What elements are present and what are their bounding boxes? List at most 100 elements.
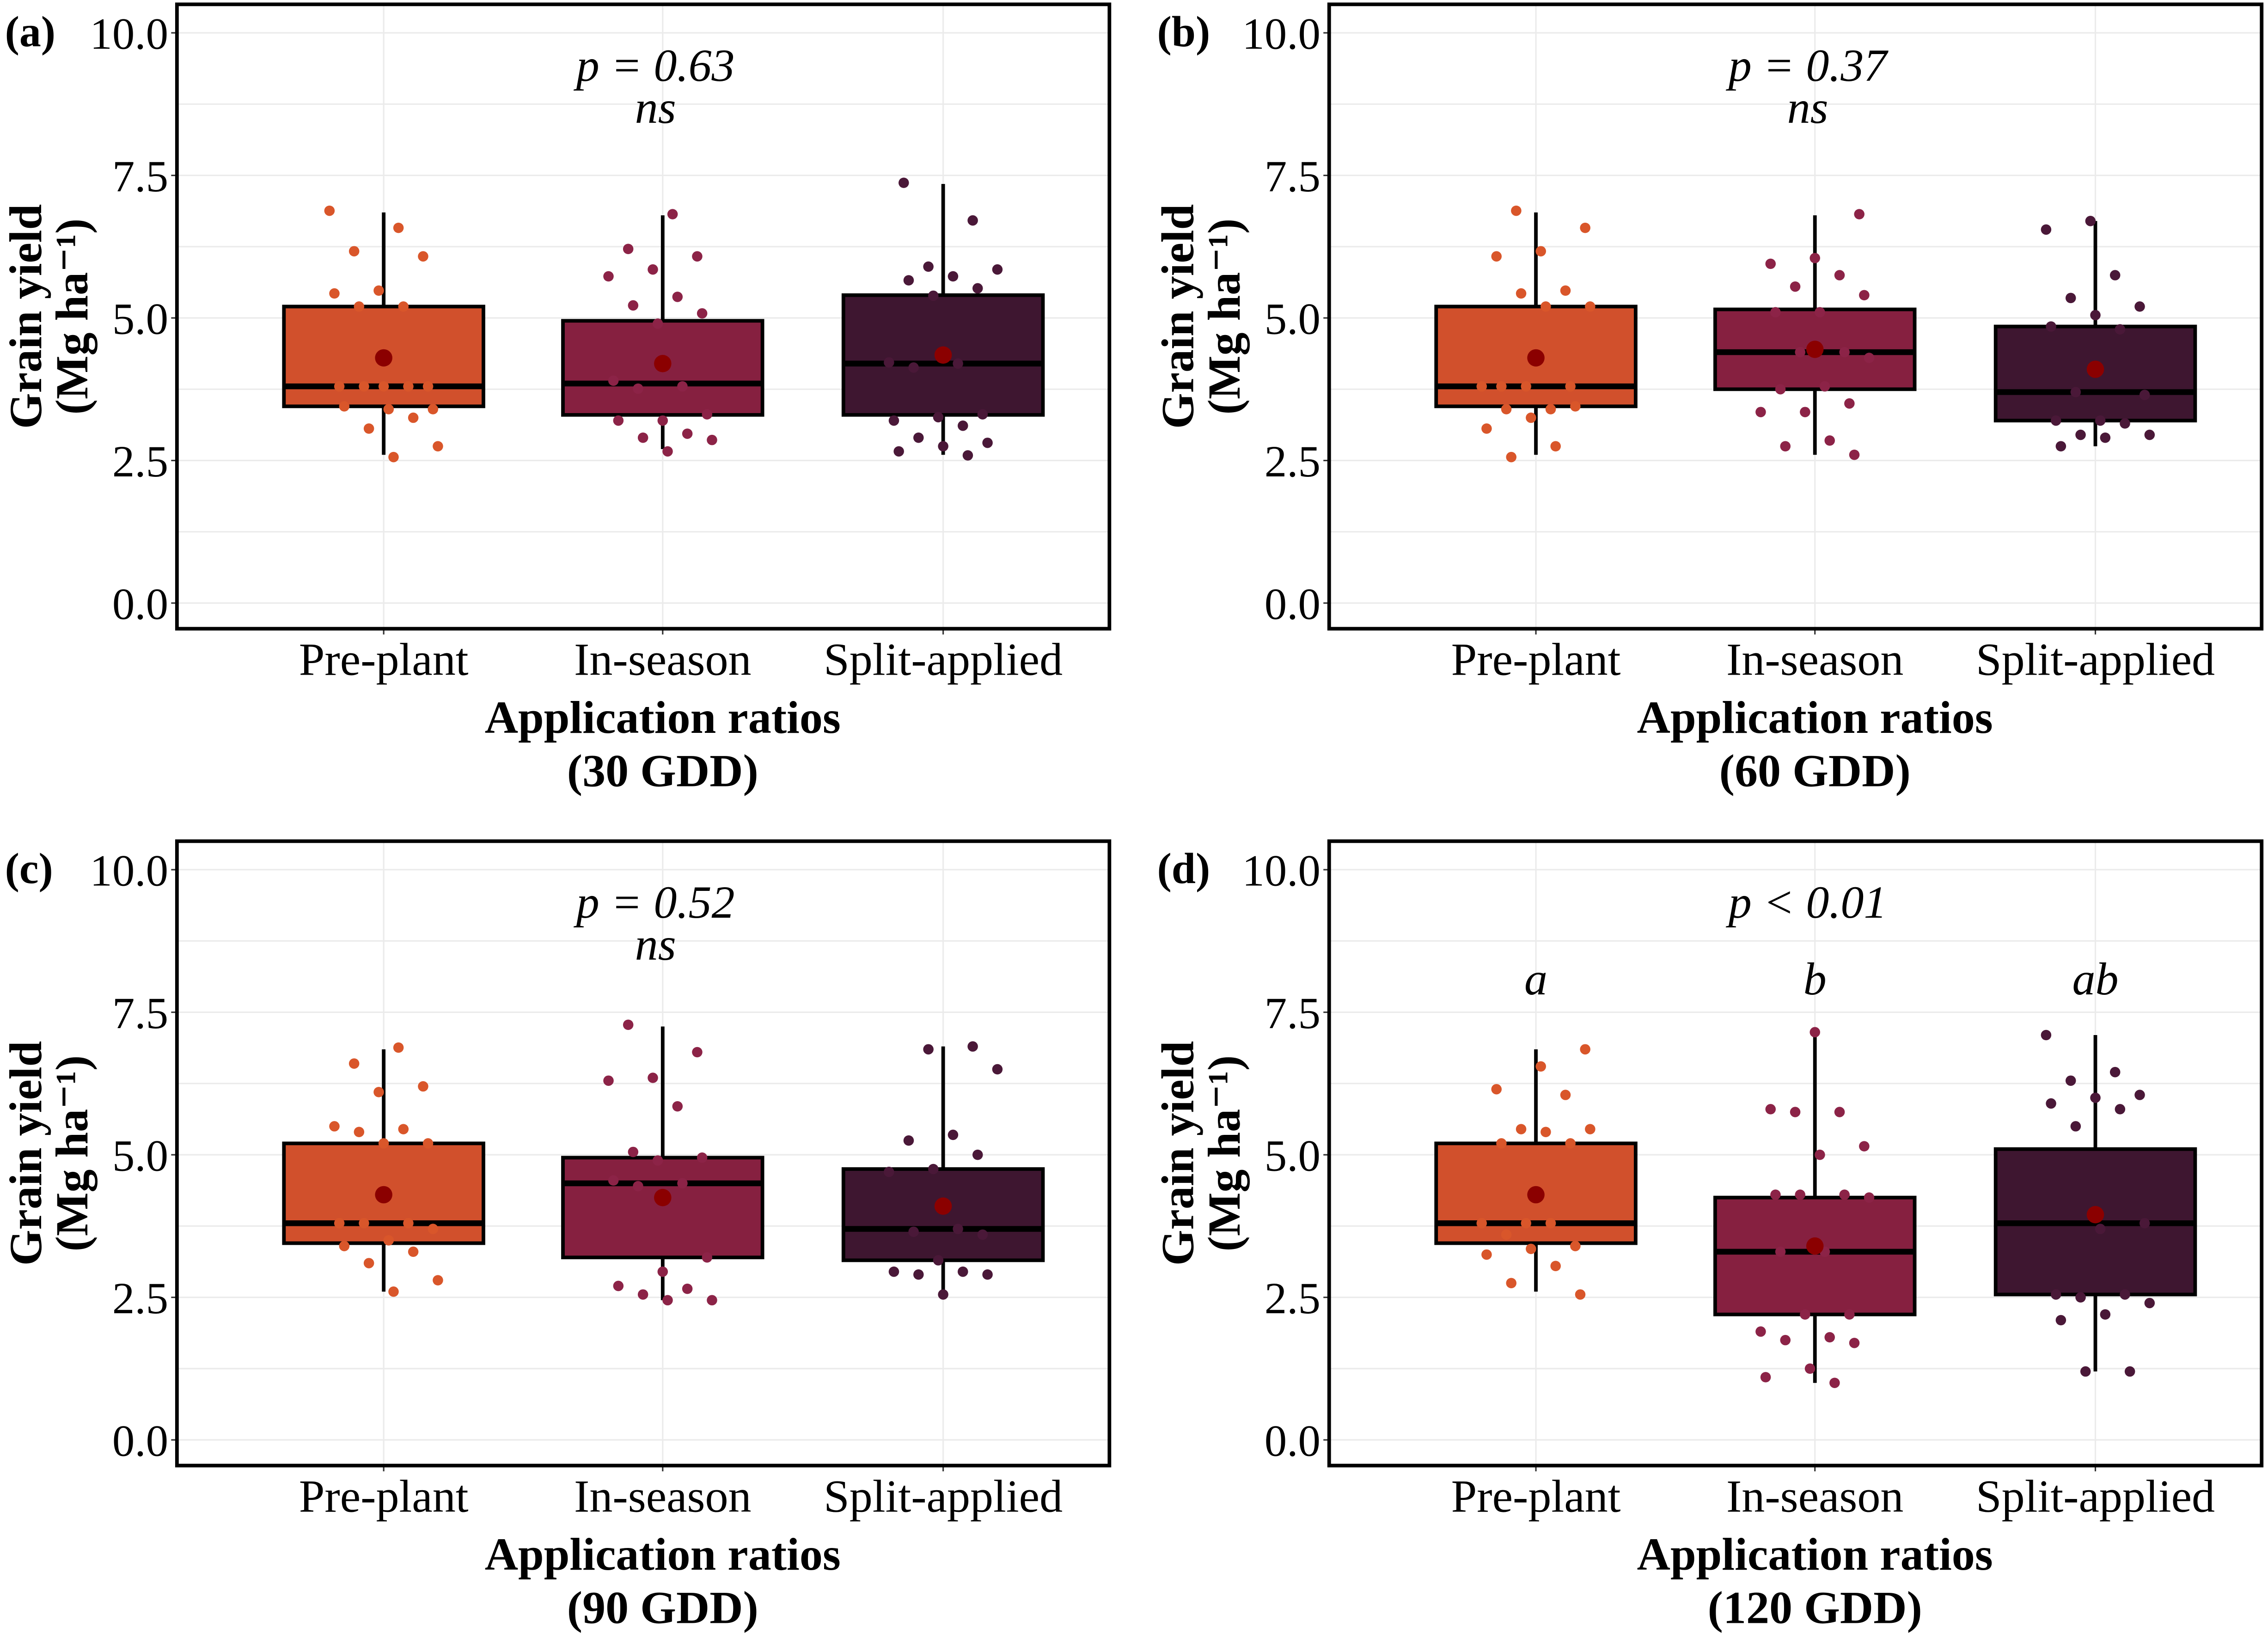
data-point — [1516, 288, 1527, 299]
mean-point — [654, 355, 672, 372]
mean-point — [1806, 341, 1824, 358]
significance-letter: ab — [2072, 953, 2118, 1005]
x-axis-label: Application ratios — [485, 692, 841, 743]
data-point — [1795, 347, 1805, 358]
data-point — [1780, 441, 1791, 451]
data-point — [1521, 381, 1531, 392]
y-tick-label: 0.0 — [1265, 1416, 1320, 1466]
x-axis-label: Application ratios — [485, 1529, 841, 1580]
y-axis-label-units: (Mg ha⁻¹) — [46, 1055, 98, 1252]
box-split — [841, 1041, 1045, 1300]
data-point — [373, 285, 384, 296]
data-point — [707, 1295, 717, 1306]
data-point — [697, 1152, 708, 1163]
y-axis-label-units: (Mg ha⁻¹) — [1198, 219, 1250, 415]
plot-border — [175, 2, 1112, 631]
box-iqr — [841, 293, 1045, 417]
data-point — [378, 381, 389, 392]
significance-label: ns — [635, 919, 676, 970]
data-point — [1580, 1044, 1590, 1055]
data-point — [648, 264, 658, 275]
data-point — [637, 432, 648, 443]
data-point — [2100, 432, 2111, 443]
y-axis-label-units: (Mg ha⁻¹) — [1198, 1055, 1250, 1252]
data-point — [2095, 1224, 2106, 1234]
data-point — [888, 415, 899, 426]
data-point — [962, 450, 973, 461]
data-point — [428, 404, 439, 414]
y-tick-label: 10.0 — [90, 9, 168, 58]
data-point — [928, 1164, 939, 1175]
data-point — [1864, 1192, 1875, 1203]
panel-label: (c) — [5, 845, 53, 893]
data-point — [2115, 324, 2126, 335]
data-point — [1810, 1027, 1820, 1038]
data-point — [628, 1146, 639, 1158]
y-tick-label: 2.5 — [1265, 437, 1320, 486]
data-point — [1864, 353, 1875, 363]
data-point — [422, 381, 434, 392]
data-point — [972, 1149, 983, 1160]
plot-border — [1327, 2, 2264, 631]
data-point — [933, 412, 944, 423]
mean-point — [1527, 349, 1545, 367]
box-in — [561, 209, 764, 457]
data-point — [363, 423, 374, 434]
significance-label: ns — [1787, 82, 1828, 133]
y-tick-label: 2.5 — [1265, 1273, 1320, 1323]
data-point — [433, 441, 443, 451]
x-axis-label: Application ratios — [1637, 1529, 1993, 1580]
y-tick-label: 0.0 — [112, 579, 168, 628]
y-axis-label-units: (Mg ha⁻¹) — [46, 219, 98, 415]
mean-point — [375, 1186, 392, 1204]
x-tick-label: Split-applied — [1976, 634, 2215, 685]
data-point — [953, 358, 963, 369]
data-point — [938, 441, 948, 451]
data-point — [1545, 1218, 1556, 1229]
data-point — [1839, 1189, 1850, 1200]
data-point — [329, 1121, 340, 1132]
data-point — [2075, 429, 2086, 440]
data-point — [888, 1266, 899, 1277]
y-tick-label: 5.0 — [112, 294, 168, 343]
x-axis-label-gdd: (120 GDD) — [1708, 1582, 1922, 1633]
data-point — [677, 381, 688, 392]
data-point — [1501, 1229, 1512, 1240]
data-point — [2090, 1092, 2101, 1103]
p-value-label: p < 0.01 — [1726, 877, 1887, 928]
data-point — [697, 308, 708, 319]
data-point — [1859, 290, 1870, 300]
data-point — [662, 1295, 673, 1306]
data-point — [1496, 381, 1507, 392]
data-point — [613, 415, 624, 426]
data-point — [1491, 1084, 1502, 1095]
x-tick-label: Pre-plant — [1451, 634, 1621, 685]
data-point — [603, 271, 614, 282]
box-pre: a — [1434, 953, 1638, 1300]
data-point — [1790, 281, 1801, 292]
x-tick-label: Pre-plant — [299, 1471, 469, 1522]
data-point — [2050, 415, 2061, 426]
data-point — [418, 1081, 428, 1092]
plot-border — [1327, 839, 2264, 1468]
data-point — [1815, 1149, 1825, 1160]
data-point — [2090, 310, 2101, 321]
data-point — [1491, 251, 1502, 262]
data-point — [652, 318, 663, 329]
data-point — [608, 375, 619, 386]
data-point — [433, 1275, 443, 1286]
data-point — [692, 251, 703, 262]
y-tick-label: 10.0 — [1242, 9, 1320, 58]
data-point — [1481, 423, 1492, 434]
y-tick-label: 2.5 — [112, 437, 168, 486]
data-point — [1760, 1372, 1771, 1383]
data-point — [677, 1178, 688, 1189]
data-point — [657, 415, 668, 426]
data-point — [1535, 246, 1546, 256]
data-point — [2115, 1104, 2126, 1115]
data-point — [913, 1269, 924, 1280]
data-point — [422, 1138, 434, 1149]
box-iqr — [561, 1156, 764, 1260]
y-tick-label: 7.5 — [112, 988, 168, 1038]
mean-point — [654, 1188, 672, 1206]
